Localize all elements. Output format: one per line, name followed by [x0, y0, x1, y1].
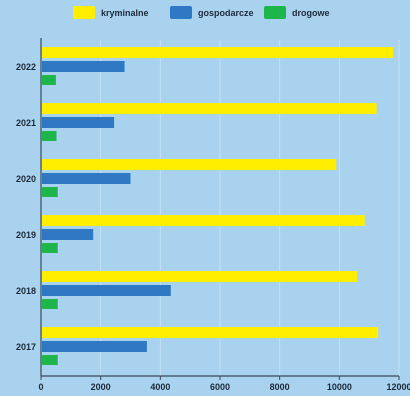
- legend-swatch-kryminalne: [73, 6, 95, 19]
- bar-kryminalne-2018: [42, 271, 358, 282]
- axes: 0 2000 4000 6000 8000 10000 12000 2022 2021 2020 2…: [16, 38, 410, 392]
- bar-gospodarcze-2020: [42, 173, 131, 184]
- x-tick-label-8000: 8000: [270, 382, 290, 392]
- y-tick-label-2020: 2020: [16, 174, 36, 184]
- legend-label-drogowe: drogowe: [292, 8, 330, 18]
- bar-drogowe-2021: [42, 131, 57, 141]
- bar-drogowe-2022: [42, 75, 56, 85]
- bar-drogowe-2018: [42, 299, 58, 309]
- x-tick-label-12000: 12000: [386, 382, 410, 392]
- bar-gospodarcze-2018: [42, 285, 171, 296]
- x-tick-label-6000: 6000: [210, 382, 230, 392]
- bars: [42, 47, 394, 365]
- x-tick-label-0: 0: [38, 382, 43, 392]
- bar-kryminalne-2021: [42, 103, 377, 114]
- bar-kryminalne-2022: [42, 47, 394, 58]
- legend-swatch-drogowe: [264, 6, 286, 19]
- y-tick-label-2022: 2022: [16, 62, 36, 72]
- bar-gospodarcze-2017: [42, 341, 147, 352]
- bar-drogowe-2017: [42, 355, 58, 365]
- bar-drogowe-2020: [42, 187, 58, 197]
- bar-kryminalne-2019: [42, 215, 365, 226]
- x-tick-label-4000: 4000: [150, 382, 170, 392]
- bar-gospodarcze-2022: [42, 61, 125, 72]
- bar-kryminalne-2020: [42, 159, 337, 170]
- legend: kryminalne gospodarcze drogowe: [73, 6, 330, 19]
- x-tick-label-10000: 10000: [327, 382, 352, 392]
- y-tick-label-2018: 2018: [16, 286, 36, 296]
- bar-gospodarcze-2019: [42, 229, 94, 240]
- y-tick-label-2017: 2017: [16, 342, 36, 352]
- bar-gospodarcze-2021: [42, 117, 115, 128]
- bar-kryminalne-2017: [42, 327, 379, 338]
- legend-label-gospodarcze: gospodarcze: [198, 8, 254, 18]
- bar-drogowe-2019: [42, 243, 58, 253]
- x-tick-label-2000: 2000: [91, 382, 111, 392]
- grid: [100, 40, 400, 376]
- y-tick-label-2021: 2021: [16, 118, 36, 128]
- legend-swatch-gospodarcze: [170, 6, 192, 19]
- y-tick-label-2019: 2019: [16, 230, 36, 240]
- legend-label-kryminalne: kryminalne: [101, 8, 149, 18]
